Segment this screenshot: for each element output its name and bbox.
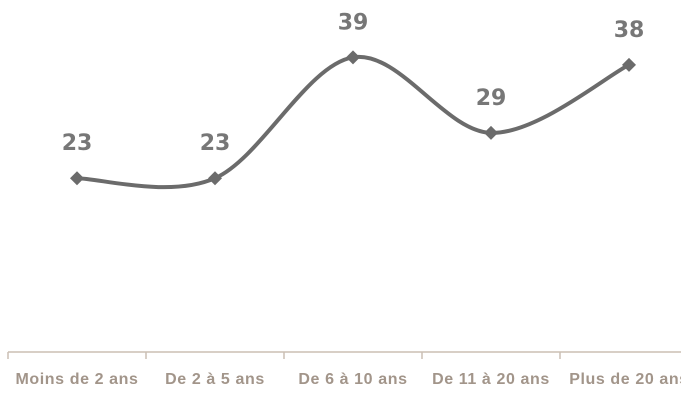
data-label: 23 (200, 131, 231, 156)
data-label: 23 (62, 131, 93, 156)
data-label: 29 (476, 86, 507, 111)
marker (70, 171, 84, 186)
data-label: 39 (338, 10, 369, 35)
marker (208, 171, 222, 186)
x-tick-label: De 2 à 5 ans (165, 371, 265, 388)
marker (622, 57, 636, 72)
line (76, 55, 630, 190)
x-tick-label: De 6 à 10 ans (298, 371, 408, 388)
x-tick-label: De 11 à 20 ans (432, 371, 550, 388)
x-tick-label: Plus de 20 ans (569, 371, 681, 388)
data-label: 38 (614, 18, 645, 43)
marker (346, 50, 360, 65)
marker (484, 125, 498, 140)
x-tick-label: Moins de 2 ans (15, 371, 139, 388)
